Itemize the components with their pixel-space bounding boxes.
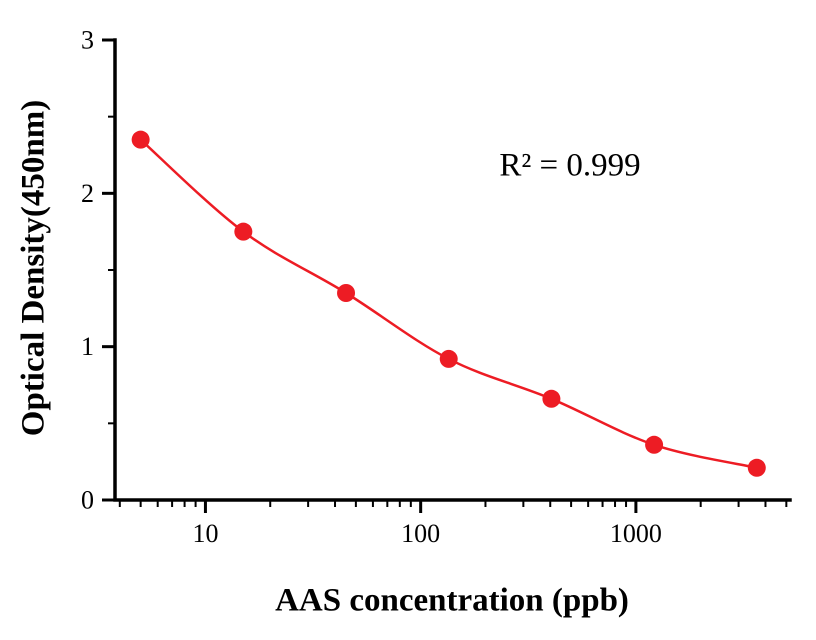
r-squared-annotation: R² = 0.999 [499,147,641,184]
data-points [131,130,766,477]
x-axis-label: AAS concentration (ppb) [275,582,629,619]
y-tick-label: 0 [81,486,94,515]
y-tick-label: 3 [81,26,94,55]
y-tick-label: 2 [81,179,94,208]
tick-labels: 0 1 2 3 10 100 1000 [81,26,662,549]
y-tick-label: 1 [81,332,94,361]
x-tick-label: 100 [401,519,440,548]
axis-ticks [102,38,788,513]
data-point [645,435,664,454]
data-point [337,284,356,302]
x-tick-label: 1000 [610,519,662,548]
x-tick-label: 10 [192,519,218,548]
data-point [131,130,150,149]
data-point [542,389,561,408]
y-axis-label: Optical Density(450nm) [15,99,52,437]
fit-curve [139,138,758,470]
data-point [747,458,766,477]
axes [113,38,792,502]
data-point [439,349,458,368]
data-point [234,222,253,241]
